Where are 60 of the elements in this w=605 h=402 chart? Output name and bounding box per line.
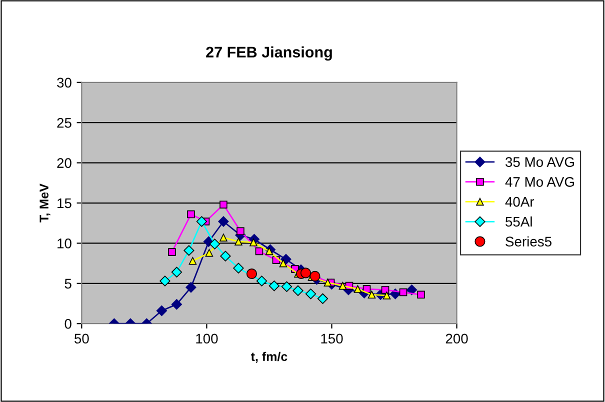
point	[233, 262, 244, 274]
point	[280, 254, 292, 265]
point	[220, 250, 231, 262]
point	[292, 285, 304, 296]
point	[406, 284, 418, 296]
y-tick-label: 30	[57, 78, 72, 88]
point	[156, 305, 168, 316]
x-tick-label: 50	[74, 334, 89, 344]
legend-label: 40Ar	[505, 196, 534, 207]
x-tick-label: 100	[196, 334, 218, 344]
point	[255, 247, 264, 256]
point	[368, 290, 376, 299]
point	[220, 234, 228, 242]
point	[354, 285, 362, 293]
y-tick-label: 15	[58, 198, 72, 208]
point	[160, 276, 170, 286]
point	[256, 276, 268, 286]
y-tick-label: 20	[57, 158, 72, 168]
point	[382, 292, 391, 300]
point	[268, 280, 280, 292]
point	[417, 290, 425, 299]
legend-label: Series5	[506, 236, 552, 247]
point	[168, 248, 176, 256]
y-tick-label: 5	[64, 278, 72, 289]
point	[279, 259, 288, 268]
point	[317, 293, 328, 304]
chart-title: 27 FEB Jiansiong	[206, 46, 332, 61]
x-tick-label: 200	[446, 334, 468, 344]
point	[171, 266, 182, 278]
point	[338, 282, 347, 290]
point	[310, 270, 320, 282]
point	[300, 268, 312, 278]
point	[171, 298, 182, 310]
y-tick-label: 0	[64, 318, 72, 329]
point	[250, 238, 258, 246]
point	[205, 248, 214, 257]
y-tick-label: 25	[57, 118, 72, 128]
legend-label: 35 Mo AVG	[506, 157, 574, 167]
y-tick-label: 10	[58, 238, 72, 248]
point	[187, 210, 195, 218]
legend-label: 55Al	[506, 216, 532, 227]
x-tick-label: 150	[321, 334, 343, 344]
legend-label: 47 Mo AVG	[505, 177, 574, 187]
point	[188, 257, 197, 265]
point	[281, 281, 292, 292]
point	[220, 200, 228, 209]
point	[209, 238, 220, 250]
point	[265, 247, 274, 256]
point	[236, 227, 244, 236]
point	[399, 288, 408, 296]
x-axis-title: t, fm/c	[250, 352, 288, 363]
point	[246, 268, 257, 280]
point	[186, 282, 196, 293]
point	[324, 278, 332, 286]
y-axis-title: T, MeV	[40, 184, 50, 222]
point	[184, 245, 194, 256]
point	[196, 216, 208, 227]
point	[218, 216, 229, 227]
point	[234, 238, 242, 246]
point	[305, 288, 316, 300]
